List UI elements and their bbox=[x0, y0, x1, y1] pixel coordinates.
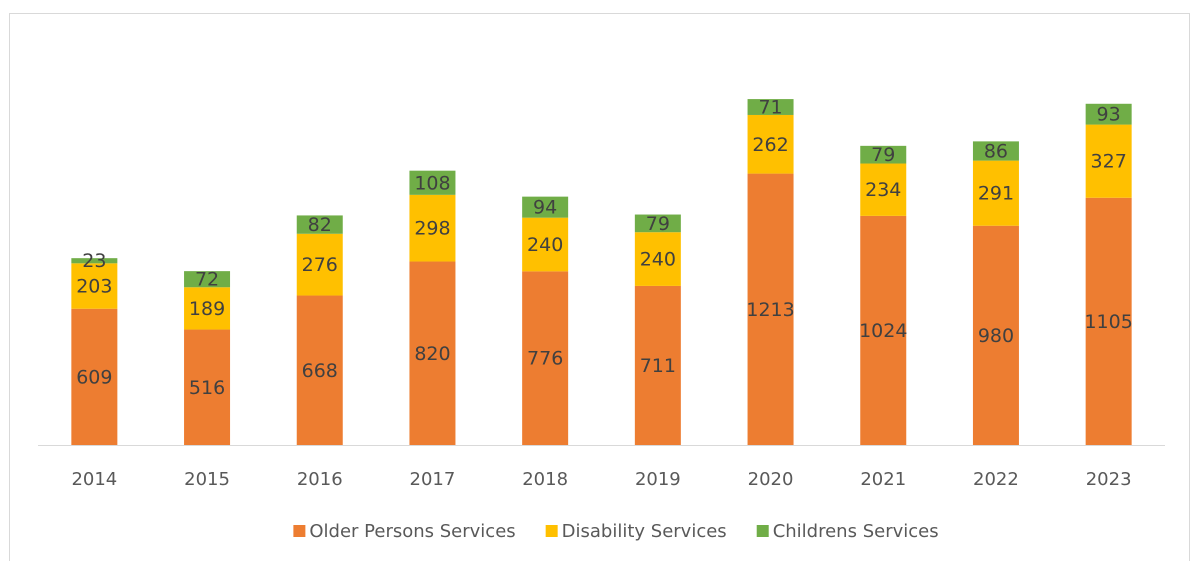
legend-label: Older Persons Services bbox=[309, 521, 515, 542]
legend-label: Disability Services bbox=[562, 521, 727, 542]
bar-segment bbox=[296, 215, 343, 234]
data-label: 711 bbox=[640, 355, 676, 377]
x-tick-label: 2021 bbox=[860, 469, 906, 490]
bar-segment bbox=[409, 194, 456, 262]
x-tick-label: 2017 bbox=[410, 469, 456, 490]
legend-swatch bbox=[293, 525, 306, 537]
bar-segment bbox=[184, 329, 231, 445]
bar-segment bbox=[1085, 124, 1132, 198]
bar-segment bbox=[747, 114, 794, 174]
legend-swatch bbox=[756, 525, 769, 537]
bar-segment bbox=[1085, 197, 1132, 445]
data-label: 94 bbox=[533, 197, 557, 219]
bar-segment bbox=[409, 261, 456, 445]
bar-segment bbox=[1085, 103, 1132, 125]
x-tick-label: 2019 bbox=[635, 469, 681, 490]
data-label: 291 bbox=[978, 183, 1014, 205]
x-tick-label: 2016 bbox=[297, 469, 343, 490]
bar-segment bbox=[522, 196, 569, 218]
data-label: 108 bbox=[414, 172, 450, 194]
data-label: 189 bbox=[189, 298, 225, 320]
data-label: 72 bbox=[195, 269, 219, 291]
data-label: 1213 bbox=[746, 299, 794, 321]
data-label: 327 bbox=[1091, 151, 1127, 173]
data-label: 298 bbox=[414, 218, 450, 240]
x-tick-label: 2015 bbox=[184, 469, 230, 490]
data-label: 93 bbox=[1097, 104, 1121, 126]
bar-segment bbox=[296, 295, 343, 445]
data-label: 668 bbox=[302, 360, 338, 382]
bar-segment bbox=[972, 141, 1019, 161]
data-label: 240 bbox=[527, 234, 563, 256]
bar-segment bbox=[634, 232, 681, 286]
bar-segment bbox=[634, 285, 681, 445]
data-label: 276 bbox=[302, 254, 338, 276]
data-label: 82 bbox=[308, 214, 332, 236]
x-tick-label: 2022 bbox=[973, 469, 1019, 490]
bar-segment bbox=[747, 99, 794, 115]
data-label: 1024 bbox=[859, 320, 907, 342]
legend-label: Childrens Services bbox=[773, 521, 939, 542]
bar-segment bbox=[184, 287, 231, 330]
bar-segment bbox=[972, 225, 1019, 445]
bar-segment bbox=[409, 170, 456, 195]
data-label: 234 bbox=[865, 179, 901, 201]
data-label: 776 bbox=[527, 348, 563, 370]
x-tick-label: 2014 bbox=[71, 469, 117, 490]
chart-frame bbox=[9, 13, 1190, 561]
bar-segment bbox=[296, 233, 343, 296]
data-label: 240 bbox=[640, 249, 676, 271]
data-label: 1105 bbox=[1084, 311, 1132, 333]
bar-segment bbox=[522, 217, 569, 272]
bar-segment bbox=[747, 173, 794, 445]
data-label: 23 bbox=[82, 250, 106, 272]
x-tick-label: 2023 bbox=[1086, 469, 1132, 490]
data-label: 203 bbox=[76, 276, 112, 298]
bar-segment bbox=[634, 214, 681, 233]
bar-segment bbox=[71, 263, 118, 309]
data-label: 820 bbox=[414, 343, 450, 365]
bar-segment bbox=[522, 271, 569, 445]
bar-segment bbox=[860, 145, 907, 164]
bar-segment bbox=[860, 163, 907, 216]
data-label: 980 bbox=[978, 325, 1014, 347]
bar-segment bbox=[71, 308, 118, 445]
data-label: 86 bbox=[984, 140, 1008, 162]
legend-swatch bbox=[545, 525, 558, 537]
x-tick-label: 2018 bbox=[522, 469, 568, 490]
bar-segment bbox=[972, 160, 1019, 226]
data-label: 71 bbox=[758, 97, 782, 119]
bar-segment bbox=[860, 215, 907, 445]
bar-segment bbox=[184, 271, 231, 288]
x-tick-label: 2020 bbox=[748, 469, 794, 490]
data-label: 262 bbox=[752, 134, 788, 156]
data-label: 516 bbox=[189, 377, 225, 399]
data-label: 79 bbox=[646, 213, 670, 235]
bar-segment bbox=[71, 258, 118, 264]
data-label: 79 bbox=[871, 144, 895, 166]
data-label: 609 bbox=[76, 366, 112, 388]
